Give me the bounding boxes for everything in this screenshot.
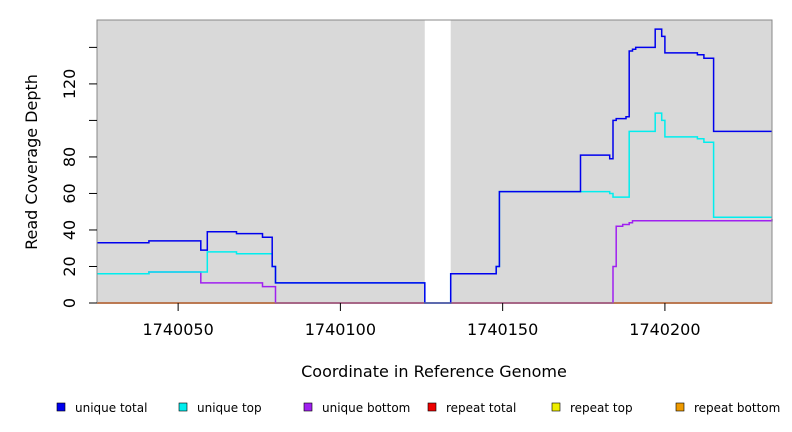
legend-item-unique-bottom: unique bottom xyxy=(303,401,410,415)
legend-swatch xyxy=(675,402,685,412)
series-line-unique-total xyxy=(97,28,772,304)
y-axis: 0 20 40 60 80 120 xyxy=(60,46,97,308)
x-tick-label: 1740150 xyxy=(467,320,538,339)
legend-item-repeat-total: repeat total xyxy=(427,401,516,415)
y-axis-title: Read Coverage Depth xyxy=(22,74,41,250)
legend: unique total unique top unique bottom repea… xyxy=(56,401,780,415)
series-line-unique-bottom xyxy=(97,219,773,304)
x-axis-title: Coordinate in Reference Genome xyxy=(301,362,567,381)
legend-swatch xyxy=(303,402,313,412)
y-tick-label: 40 xyxy=(60,220,79,240)
y-tick-label: 20 xyxy=(60,256,79,276)
legend-swatch xyxy=(178,402,188,412)
x-tick-label: 1740100 xyxy=(305,320,376,339)
legend-label: unique top xyxy=(197,401,262,415)
legend-label: repeat bottom xyxy=(694,401,780,415)
legend-item-repeat-top: repeat top xyxy=(551,401,633,415)
legend-label: unique bottom xyxy=(322,401,410,415)
y-tick-label: 120 xyxy=(60,69,79,100)
legend-swatch xyxy=(551,402,561,412)
y-tick-label: 80 xyxy=(60,147,79,167)
legend-item-unique-top: unique top xyxy=(178,401,262,415)
y-tick-label: 60 xyxy=(60,183,79,203)
coverage-gap xyxy=(424,20,451,303)
plot-frame xyxy=(96,19,773,304)
legend-item-unique-total: unique total xyxy=(56,401,147,415)
x-tick-label: 1740200 xyxy=(629,320,700,339)
x-axis: 1740050 1740100 1740150 1740200 xyxy=(142,303,701,339)
legend-swatch xyxy=(427,402,437,412)
legend-label: unique total xyxy=(75,401,147,415)
legend-label: repeat total xyxy=(446,401,516,415)
x-tick-label: 1740050 xyxy=(142,320,213,339)
y-tick-label: 0 xyxy=(60,298,79,308)
legend-swatch xyxy=(56,402,66,412)
legend-item-repeat-bottom: repeat bottom xyxy=(675,401,780,415)
legend-label: repeat top xyxy=(570,401,633,415)
